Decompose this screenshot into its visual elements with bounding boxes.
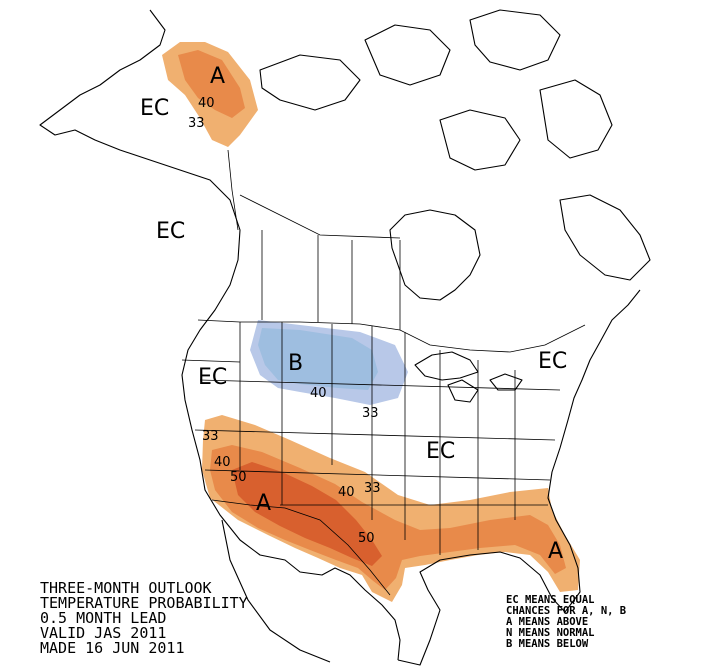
ec-east-label: EC (538, 349, 567, 374)
contour-labels: 40 33 40 33 33 40 50 40 33 50 (188, 96, 381, 546)
ec-canada-label: EC (156, 219, 185, 244)
above-alaska-label: A (210, 64, 225, 89)
ec-west-label: EC (198, 365, 227, 390)
legend-line: B MEANS BELOW (506, 638, 589, 650)
region-labels: EC A EC EC B EC EC A A (140, 64, 567, 564)
map-legend: EC MEANS EQUAL CHANCES FOR A, N, B A MEA… (506, 594, 626, 650)
ec-central-label: EC (426, 439, 455, 464)
alaska-above-40-area (178, 50, 245, 118)
below-north-label: B (288, 351, 303, 376)
legend-line: EC MEANS EQUAL (506, 594, 595, 606)
ec-alaska-label: EC (140, 96, 169, 121)
title-line: THREE-MONTH OUTLOOK (40, 579, 212, 597)
contour-label: 33 (202, 429, 219, 444)
contour-label: 33 (362, 406, 379, 421)
legend-line: A MEANS ABOVE (506, 616, 588, 628)
contour-label: 40 (198, 96, 215, 111)
contour-label: 40 (214, 455, 231, 470)
south-above-33-area (202, 415, 580, 602)
contour-label: 33 (364, 481, 381, 496)
probability-shading (162, 42, 580, 602)
south-above-50-area (232, 462, 382, 566)
title-line: VALID JAS 2011 (40, 624, 166, 642)
above-florida-label: A (548, 539, 563, 564)
legend-line: N MEANS NORMAL (506, 627, 595, 639)
contour-label: 50 (358, 531, 375, 546)
title-line: TEMPERATURE PROBABILITY (40, 594, 248, 612)
contour-label: 50 (230, 470, 247, 485)
contour-label: 40 (338, 485, 355, 500)
contour-label: 33 (188, 116, 205, 131)
map-title-block: THREE-MONTH OUTLOOK TEMPERATURE PROBABIL… (40, 579, 248, 657)
above-southwest-label: A (256, 491, 271, 516)
legend-line: CHANCES FOR A, N, B (506, 605, 626, 617)
title-line: MADE 16 JUN 2011 (40, 639, 185, 657)
political-borders (181, 149, 586, 596)
north-below-40-area (258, 328, 378, 390)
contour-label: 40 (310, 386, 327, 401)
title-line: 0.5 MONTH LEAD (40, 609, 166, 627)
